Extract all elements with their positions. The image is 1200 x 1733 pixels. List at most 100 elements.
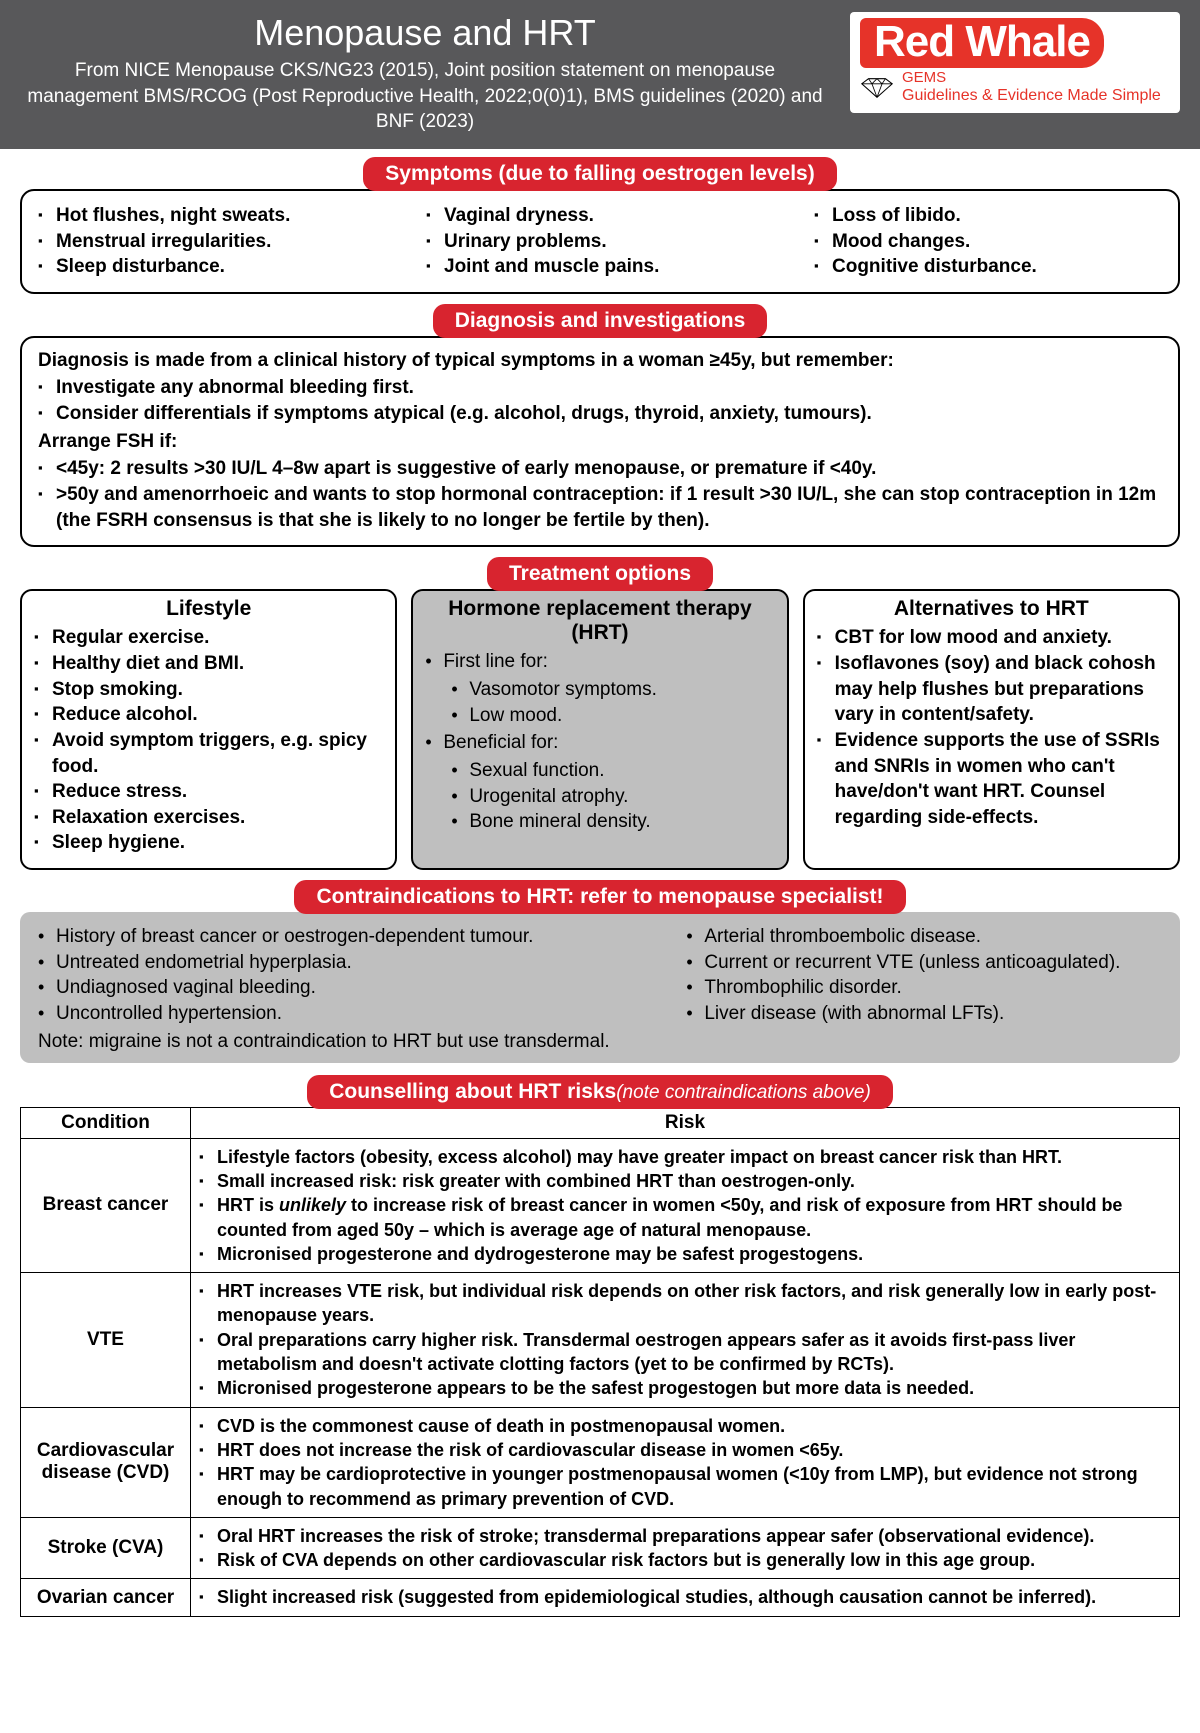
col-risk: Risk	[191, 1107, 1180, 1138]
list-item: HRT does not increase the risk of cardio…	[217, 1438, 1171, 1462]
risk-tbody: Breast cancerLifestyle factors (obesity,…	[21, 1138, 1180, 1616]
list-item: >50y and amenorrhoeic and wants to stop …	[56, 482, 1162, 533]
list-item: Vasomotor symptoms.	[469, 677, 774, 703]
lifestyle-list: Regular exercise.Healthy diet and BMI.St…	[34, 625, 383, 856]
list-item: Arterial thromboembolic disease.	[704, 924, 1162, 950]
risk-cell: CVD is the commonest cause of death in p…	[191, 1407, 1180, 1517]
list-item: Healthy diet and BMI.	[52, 651, 383, 677]
risk-cell: HRT increases VTE risk, but individual r…	[191, 1273, 1180, 1407]
list-item: Lifestyle factors (obesity, excess alcoh…	[217, 1145, 1171, 1169]
diagnosis-intro: Diagnosis is made from a clinical histor…	[38, 348, 1162, 374]
symptoms-heading: Symptoms (due to falling oestrogen level…	[363, 157, 836, 191]
list-item: Consider differentials if symptoms atypi…	[56, 401, 1162, 427]
table-row: Cardiovascular disease (CVD) CVD is the c…	[21, 1407, 1180, 1517]
risk-cell: Slight increased risk (suggested from ep…	[191, 1579, 1180, 1616]
symptoms-col1: Hot flushes, night sweats.Menstrual irre…	[38, 203, 386, 280]
list-item: Avoid symptom triggers, e.g. spicy food.	[52, 728, 383, 779]
symptoms-col3: Loss of libido.Mood changes.Cognitive di…	[814, 203, 1162, 280]
list-item: Urogenital atrophy.	[469, 784, 774, 810]
list-item: Reduce stress.	[52, 779, 383, 805]
logo-tagline: Guidelines & Evidence Made Simple	[902, 87, 1161, 105]
hrt-content: First line for: Vasomotor symptoms.Low m…	[425, 649, 774, 834]
fsh-points: <45y: 2 results >30 IU/L 4–8w apart is s…	[38, 456, 1162, 533]
risk-table: Condition Risk Breast cancerLifestyle fa…	[20, 1107, 1180, 1617]
contra-box: History of breast cancer or oestrogen-de…	[20, 912, 1180, 1063]
hrt-box: Hormone replacement therapy (HRT) First …	[411, 589, 788, 870]
list-item: Relaxation exercises.	[52, 805, 383, 831]
list-item: Undiagnosed vaginal bleeding.	[56, 975, 656, 1001]
list-item: Sleep hygiene.	[52, 830, 383, 856]
list-item: Low mood.	[469, 703, 774, 729]
firstline-label: First line for:	[443, 651, 548, 672]
list-item: <45y: 2 results >30 IU/L 4–8w apart is s…	[56, 456, 1162, 482]
list-item: Reduce alcohol.	[52, 702, 383, 728]
table-row: Ovarian cancer Slight increased risk (sug…	[21, 1579, 1180, 1616]
col-condition: Condition	[21, 1107, 191, 1138]
diagnosis-points: Investigate any abnormal bleeding first.…	[38, 375, 1162, 426]
list-item: Sleep disturbance.	[56, 254, 386, 280]
condition-cell: Cardiovascular disease (CVD)	[21, 1407, 191, 1517]
contra-right: Arterial thromboembolic disease.Current …	[686, 924, 1162, 1027]
beneficial-label: Beneficial for:	[443, 732, 558, 753]
list-item: Regular exercise.	[52, 625, 383, 651]
table-row: Breast cancerLifestyle factors (obesity,…	[21, 1138, 1180, 1272]
beneficial-list: Sexual function.Urogenital atrophy.Bone …	[443, 758, 774, 835]
list-item: HRT is unlikely to increase risk of brea…	[217, 1193, 1171, 1242]
list-item: CBT for low mood and anxiety.	[835, 625, 1166, 651]
diagnosis-heading: Diagnosis and investigations	[433, 304, 768, 338]
list-item: Cognitive disturbance.	[832, 254, 1162, 280]
fsh-intro: Arrange FSH if:	[38, 429, 1162, 455]
counselling-heading: Counselling about HRT risks (note contra…	[307, 1075, 893, 1109]
list-item: Vaginal dryness.	[444, 203, 774, 229]
page-header: Menopause and HRT From NICE Menopause CK…	[0, 0, 1200, 149]
list-item: Urinary problems.	[444, 229, 774, 255]
symptoms-box: Hot flushes, night sweats.Menstrual irre…	[20, 189, 1180, 294]
list-item: Thrombophilic disorder.	[704, 975, 1162, 1001]
brand-logo: Red Whale GEMS Guidelines & Evidence Mad…	[850, 12, 1180, 113]
condition-cell: Ovarian cancer	[21, 1579, 191, 1616]
list-item: Mood changes.	[832, 229, 1162, 255]
logo-text: Red Whale	[860, 18, 1104, 68]
list-item: Investigate any abnormal bleeding first.	[56, 375, 1162, 401]
list-item: Liver disease (with abnormal LFTs).	[704, 1001, 1162, 1027]
page-subtitle: From NICE Menopause CKS/NG23 (2015), Joi…	[20, 58, 830, 135]
alternatives-box: Alternatives to HRT CBT for low mood and…	[803, 589, 1180, 870]
symptoms-col2: Vaginal dryness.Urinary problems.Joint a…	[426, 203, 774, 280]
contra-left: History of breast cancer or oestrogen-de…	[38, 924, 656, 1027]
list-item: Current or recurrent VTE (unless anticoa…	[704, 950, 1162, 976]
list-item: Evidence supports the use of SSRIs and S…	[835, 728, 1166, 831]
diamond-icon	[860, 77, 894, 99]
contra-note: Note: migraine is not a contraindication…	[38, 1031, 656, 1053]
table-row: VTEHRT increases VTE risk, but individua…	[21, 1273, 1180, 1407]
list-item: History of breast cancer or oestrogen-de…	[56, 924, 656, 950]
treatment-heading: Treatment options	[487, 557, 713, 591]
risk-cell: Lifestyle factors (obesity, excess alcoh…	[191, 1138, 1180, 1272]
counselling-heading-text: Counselling about HRT risks	[329, 1080, 616, 1103]
table-row: Stroke (CVA) Oral HRT increases the risk …	[21, 1517, 1180, 1579]
list-item: Oral HRT increases the risk of stroke; t…	[217, 1524, 1171, 1548]
list-item: CVD is the commonest cause of death in p…	[217, 1414, 1171, 1438]
list-item: Small increased risk: risk greater with …	[217, 1169, 1171, 1193]
page-title: Menopause and HRT	[20, 12, 830, 54]
list-item: Slight increased risk (suggested from ep…	[217, 1585, 1171, 1609]
list-item: Stop smoking.	[52, 677, 383, 703]
contra-heading: Contraindications to HRT: refer to menop…	[294, 880, 905, 914]
condition-cell: Stroke (CVA)	[21, 1517, 191, 1579]
list-item: Untreated endometrial hyperplasia.	[56, 950, 656, 976]
counselling-heading-note: (note contraindications above)	[616, 1082, 871, 1103]
list-item: Micronised progesterone and dydrogestero…	[217, 1242, 1171, 1266]
logo-gems: GEMS	[902, 70, 1161, 87]
alternatives-list: CBT for low mood and anxiety.Isoflavones…	[817, 625, 1166, 830]
firstline-list: Vasomotor symptoms.Low mood.	[443, 677, 774, 728]
list-item: Isoflavones (soy) and black cohosh may h…	[835, 651, 1166, 728]
list-item: Hot flushes, night sweats.	[56, 203, 386, 229]
hrt-title: Hormone replacement therapy (HRT)	[425, 597, 774, 645]
list-item: HRT increases VTE risk, but individual r…	[217, 1279, 1171, 1328]
lifestyle-title: Lifestyle	[34, 597, 383, 621]
treatment-row: Lifestyle Regular exercise.Healthy diet …	[20, 589, 1180, 870]
list-item: HRT may be cardioprotective in younger p…	[217, 1462, 1171, 1511]
lifestyle-box: Lifestyle Regular exercise.Healthy diet …	[20, 589, 397, 870]
alternatives-title: Alternatives to HRT	[817, 597, 1166, 621]
list-item: Risk of CVA depends on other cardiovascu…	[217, 1548, 1171, 1572]
list-item: Menstrual irregularities.	[56, 229, 386, 255]
